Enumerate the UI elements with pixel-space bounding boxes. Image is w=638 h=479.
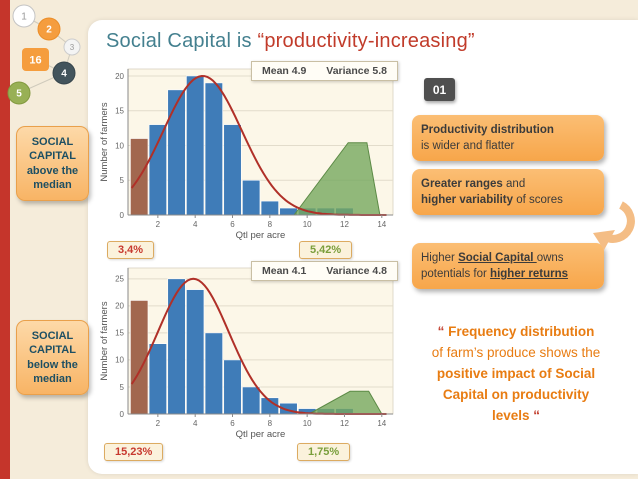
label-line: SOCIAL: [31, 330, 74, 342]
text-line: higher variability of scores: [421, 194, 563, 207]
nav-item-3[interactable]: 3: [63, 38, 81, 56]
svg-text:Number of farmers: Number of farmers: [99, 102, 110, 181]
svg-text:8: 8: [268, 419, 273, 428]
svg-text:5: 5: [120, 383, 125, 392]
svg-text:3: 3: [70, 43, 75, 52]
svg-text:10: 10: [115, 141, 124, 150]
pct-badge-bottom-right: 1,75%: [297, 443, 351, 461]
svg-text:4: 4: [193, 220, 198, 229]
label-line: CAPITAL: [29, 344, 76, 357]
text-line: levels “: [491, 407, 541, 423]
quote-block: “ Frequency distribution of farm’s produc…: [406, 322, 626, 427]
slide-number-badge: 01: [424, 78, 455, 101]
mean-variance-box-top: Mean 4.9 Variance 5.8: [251, 61, 398, 81]
svg-text:14: 14: [377, 419, 386, 428]
label-line: SOCIAL: [31, 136, 74, 148]
variance-value-bottom: Variance 4.8: [326, 265, 387, 277]
svg-text:2: 2: [46, 25, 52, 36]
text-line: potentials for higher returns: [421, 268, 569, 281]
pct-badge-top-right: 5,42%: [299, 241, 353, 259]
page-title-highlight: “productivity-increasing”: [257, 30, 475, 52]
text-line: Higher Social Capital owns: [421, 252, 564, 264]
svg-text:Number of farmers: Number of farmers: [99, 301, 110, 380]
svg-text:25: 25: [115, 275, 124, 284]
svg-text:5: 5: [16, 89, 22, 100]
svg-text:15: 15: [115, 107, 124, 116]
text-line: Capital on productivity: [442, 386, 590, 402]
svg-text:12: 12: [340, 419, 349, 428]
page-title-main: Social Capital is: [106, 30, 258, 52]
svg-text:Qtl per acre: Qtl per acre: [236, 429, 286, 440]
mean-variance-box-bottom: Mean 4.1 Variance 4.8: [251, 261, 398, 281]
svg-text:4: 4: [61, 69, 67, 80]
text-line: positive impact of Social: [436, 365, 596, 381]
svg-text:4: 4: [193, 419, 198, 428]
svg-text:0: 0: [120, 211, 125, 220]
svg-text:16: 16: [29, 54, 41, 66]
svg-text:10: 10: [303, 419, 312, 428]
chart-above-median: 0 5 10 15 20 2 4 6 8 10 12 14 Qtl per acre Number of …: [99, 68, 394, 241]
svg-text:15: 15: [115, 329, 124, 338]
svg-text:2: 2: [156, 419, 161, 428]
variance-value-top: Variance 5.8: [326, 65, 387, 77]
svg-text:5: 5: [120, 176, 125, 185]
label-below-median: SOCIAL CAPITAL below the median: [16, 320, 89, 396]
svg-text:20: 20: [115, 72, 124, 81]
insight-box-distribution: Productivity distribution is wider and fl…: [412, 115, 604, 162]
insight-box-variability: Greater ranges and higher variability of …: [412, 169, 604, 216]
label-above-median: SOCIAL CAPITAL above the median: [16, 126, 89, 202]
nav-item-5[interactable]: 5: [7, 81, 31, 105]
nav-item-16[interactable]: 16: [22, 48, 49, 71]
chart-below-median: 0 5 10 15 20 25 2 4 6 8 10 12 14 Qtl per acre Number o…: [99, 267, 394, 440]
svg-text:10: 10: [303, 220, 312, 229]
nav-item-2[interactable]: 2: [37, 17, 61, 41]
mean-value-bottom: Mean 4.1: [262, 265, 307, 277]
pct-badge-bottom-left: 15,23%: [104, 443, 164, 461]
text-line: Productivity distribution: [421, 124, 554, 136]
insight-box-returns: Higher Social Capital owns potentials for…: [412, 243, 604, 290]
svg-text:14: 14: [377, 220, 386, 229]
text-line: Greater ranges and: [421, 178, 526, 190]
label-line: above the: [26, 164, 79, 177]
svg-text:1: 1: [21, 12, 27, 23]
slide-nav-cluster: 1 2 3 16 4 5: [7, 4, 81, 105]
text-line: “ Frequency distribution: [437, 324, 595, 339]
label-line: CAPITAL: [29, 150, 76, 163]
svg-text:8: 8: [268, 220, 273, 229]
page-title: Social Capital is “productivity-increasi…: [106, 30, 475, 53]
text-line: is wider and flatter: [421, 140, 515, 153]
pct-badge-top-left: 3,4%: [107, 241, 155, 259]
red-accent-bar: [0, 0, 10, 479]
svg-text:10: 10: [115, 356, 124, 365]
svg-text:6: 6: [230, 220, 235, 229]
svg-text:2: 2: [156, 220, 161, 229]
nav-item-4[interactable]: 4: [52, 61, 76, 85]
mean-value-top: Mean 4.9: [262, 65, 307, 77]
text-line: of farm’s produce shows the: [431, 344, 601, 360]
svg-text:0: 0: [120, 410, 125, 419]
cycle-arrow-icon: [593, 201, 635, 250]
svg-text:6: 6: [230, 419, 235, 428]
label-line: median: [33, 178, 72, 191]
svg-text:Qtl per acre: Qtl per acre: [236, 230, 286, 241]
svg-text:20: 20: [115, 302, 124, 311]
svg-text:12: 12: [340, 220, 349, 229]
label-line: below the: [27, 358, 78, 371]
label-line: median: [33, 372, 72, 385]
nav-item-1[interactable]: 1: [12, 4, 36, 28]
